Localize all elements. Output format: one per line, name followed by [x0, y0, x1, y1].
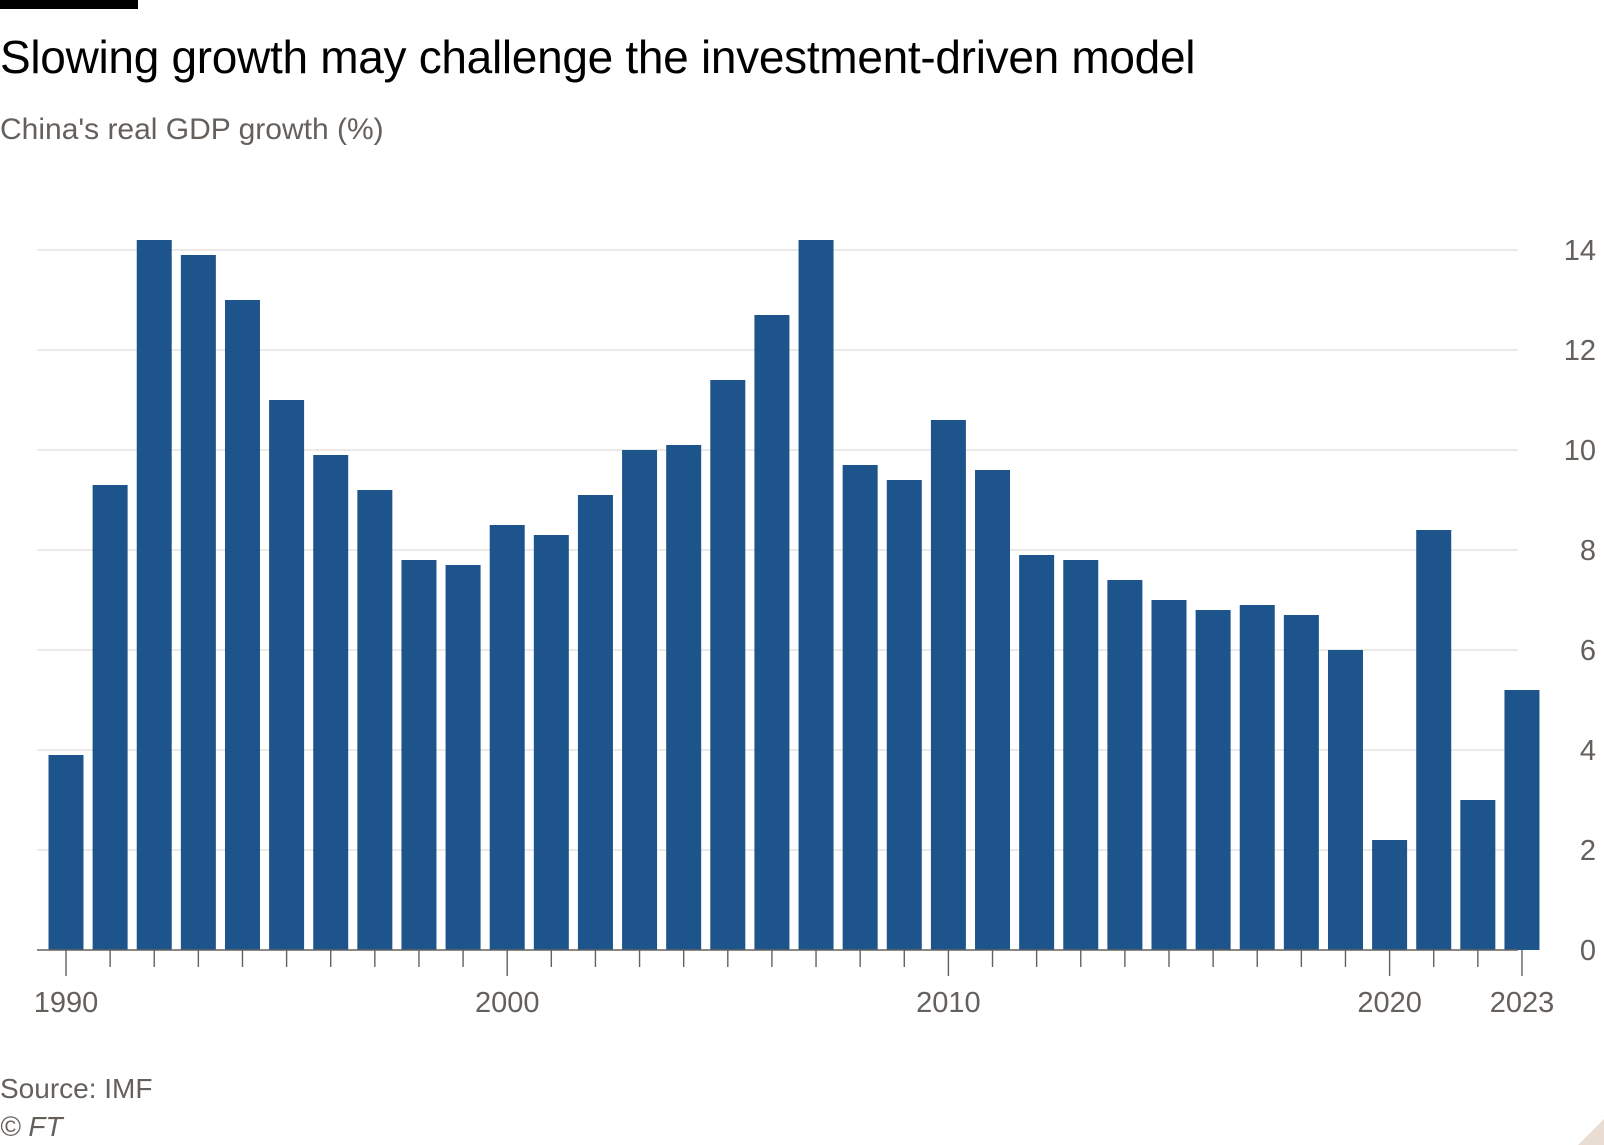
bar-2005 — [710, 380, 746, 950]
x-tick-label: 2010 — [916, 987, 981, 1019]
bar-2004 — [666, 445, 702, 950]
bars — [48, 240, 1540, 950]
x-axis-labels: 1990 2000 2010 2020 2023 — [34, 987, 1554, 1019]
bar-2009 — [886, 480, 922, 950]
y-tick-label: 6 — [1580, 635, 1596, 667]
chart-subtitle: China's real GDP growth (%) — [0, 113, 384, 146]
bar-2019 — [1327, 650, 1363, 950]
bar-2014 — [1107, 580, 1143, 950]
bar-2018 — [1283, 615, 1319, 950]
bar-1996 — [313, 455, 349, 950]
y-tick-label: 14 — [1564, 235, 1596, 267]
bar-2006 — [754, 315, 790, 950]
y-axis-labels: 0 2 4 6 8 10 12 14 — [1564, 235, 1596, 967]
bar-1994 — [224, 300, 260, 950]
bar-2013 — [1063, 560, 1099, 950]
ft-credit: © FT — [0, 1111, 63, 1142]
y-tick-label: 12 — [1564, 335, 1596, 367]
bar-2023 — [1504, 690, 1540, 950]
bar-2022 — [1460, 800, 1496, 950]
source-note: Source: IMF — [0, 1073, 153, 1104]
bar-1991 — [92, 485, 128, 950]
bar-2008 — [842, 465, 878, 950]
y-tick-label: 4 — [1580, 735, 1596, 767]
bar-1990 — [48, 755, 84, 950]
bar-1995 — [269, 400, 305, 950]
bar-2000 — [489, 525, 525, 950]
y-tick-label: 8 — [1580, 535, 1596, 567]
y-tick-label: 10 — [1564, 435, 1596, 467]
bar-2002 — [577, 495, 613, 950]
bar-2011 — [975, 470, 1011, 950]
x-tick-label: 2020 — [1357, 987, 1422, 1019]
chart-title: Slowing growth may challenge the investm… — [0, 31, 1196, 83]
bar-2010 — [930, 420, 966, 950]
bar-2007 — [798, 240, 834, 950]
bar-2021 — [1416, 530, 1452, 950]
y-tick-label: 0 — [1580, 935, 1596, 967]
bar-2016 — [1195, 610, 1231, 950]
bar-1992 — [136, 240, 172, 950]
x-tick-label: 2023 — [1490, 987, 1555, 1019]
bar-chart: 0 2 4 6 8 10 12 14 1990 2000 2010 2020 2023 — [34, 235, 1596, 1019]
bar-2017 — [1239, 605, 1275, 950]
y-tick-label: 2 — [1580, 835, 1596, 867]
x-tick-label: 2000 — [475, 987, 540, 1019]
bar-2001 — [533, 535, 569, 950]
bar-2020 — [1372, 840, 1408, 950]
x-axis — [37, 949, 1523, 976]
x-tick-label: 1990 — [34, 987, 99, 1019]
bar-2003 — [622, 450, 658, 950]
bar-2015 — [1151, 600, 1187, 950]
bar-2012 — [1019, 555, 1055, 950]
bar-1999 — [445, 565, 481, 950]
corner-tab — [1578, 1119, 1604, 1145]
bar-1997 — [357, 490, 393, 950]
bar-1993 — [180, 255, 216, 950]
bar-1998 — [401, 560, 437, 950]
brand-bar — [0, 0, 138, 9]
